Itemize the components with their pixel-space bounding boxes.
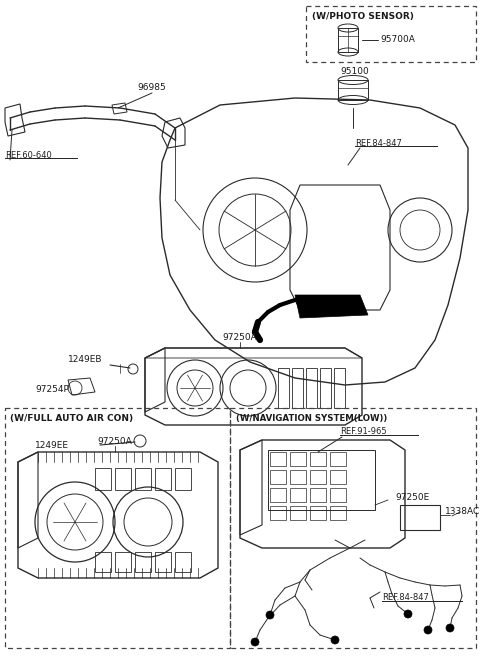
Bar	[270, 470, 286, 484]
Bar	[175, 468, 191, 490]
Circle shape	[266, 611, 274, 619]
Circle shape	[424, 626, 432, 634]
Bar	[292, 368, 303, 408]
Circle shape	[446, 624, 454, 632]
Bar	[306, 368, 317, 408]
Bar	[268, 450, 375, 510]
Bar	[290, 470, 306, 484]
Bar	[95, 468, 111, 490]
Text: 1249EB: 1249EB	[68, 356, 103, 365]
Bar	[306, 6, 476, 62]
Bar	[320, 368, 331, 408]
Bar	[95, 552, 111, 572]
Text: REF.84-847: REF.84-847	[355, 138, 402, 148]
Text: 95700A: 95700A	[380, 35, 415, 45]
Bar	[330, 488, 346, 502]
Bar	[310, 506, 326, 520]
Text: 96985: 96985	[138, 83, 167, 92]
Circle shape	[331, 636, 339, 644]
Text: (W/NAVIGATION SYSTEM(LOW)): (W/NAVIGATION SYSTEM(LOW))	[236, 413, 387, 422]
Bar	[155, 468, 171, 490]
Bar	[175, 552, 191, 572]
Bar	[115, 468, 131, 490]
Bar	[278, 368, 289, 408]
Polygon shape	[295, 295, 368, 318]
Bar	[270, 506, 286, 520]
Text: REF.84-847: REF.84-847	[382, 594, 429, 602]
Text: 97250A: 97250A	[223, 333, 257, 342]
Bar	[330, 506, 346, 520]
Bar	[400, 505, 440, 530]
Bar	[135, 468, 151, 490]
Text: 1249EE: 1249EE	[35, 440, 69, 449]
Bar	[290, 488, 306, 502]
Text: 97250E: 97250E	[395, 493, 429, 502]
Bar	[310, 488, 326, 502]
Circle shape	[404, 610, 412, 618]
Text: (W/PHOTO SENSOR): (W/PHOTO SENSOR)	[312, 12, 414, 22]
Bar	[270, 452, 286, 466]
Bar	[115, 552, 131, 572]
Bar	[330, 452, 346, 466]
Text: REF.91-965: REF.91-965	[340, 428, 386, 436]
Bar	[135, 552, 151, 572]
Bar	[310, 470, 326, 484]
Bar	[290, 506, 306, 520]
Bar	[5, 408, 230, 648]
Text: REF.60-640: REF.60-640	[5, 150, 52, 159]
Text: 95100: 95100	[341, 68, 370, 77]
Bar	[230, 408, 476, 648]
Circle shape	[251, 638, 259, 646]
Bar	[270, 488, 286, 502]
Bar	[330, 470, 346, 484]
Text: (W/FULL AUTO AIR CON): (W/FULL AUTO AIR CON)	[10, 413, 133, 422]
Bar	[310, 452, 326, 466]
Text: 97250A: 97250A	[97, 438, 132, 447]
Bar	[290, 452, 306, 466]
Text: 97254P: 97254P	[35, 386, 69, 394]
Bar	[334, 368, 345, 408]
Text: 1338AC: 1338AC	[445, 508, 480, 516]
Bar	[155, 552, 171, 572]
